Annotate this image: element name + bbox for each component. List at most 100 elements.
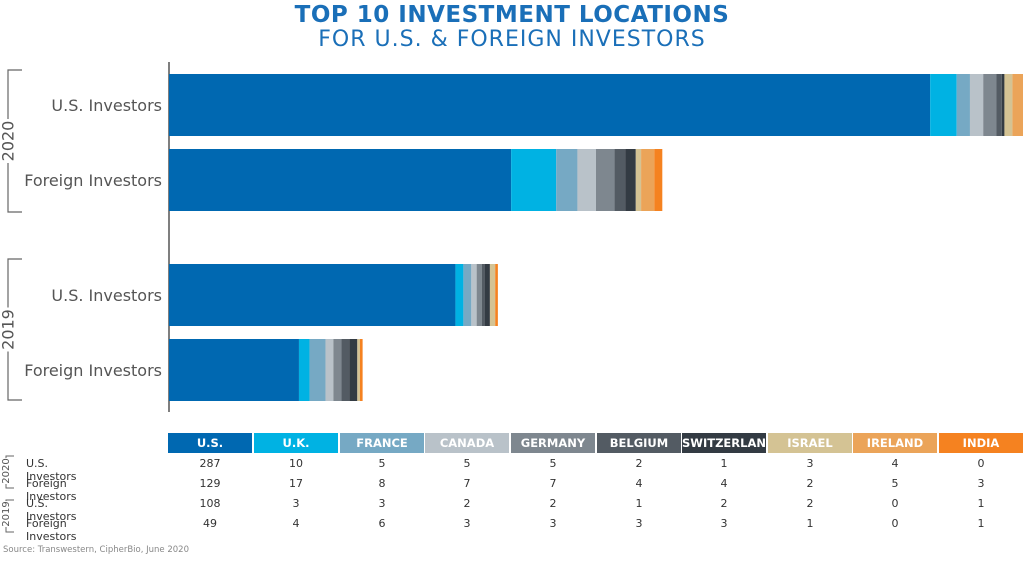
table-year-label: 2020 [1, 458, 13, 484]
bar-segment-u-s--row-1 [169, 74, 931, 136]
bar-segment-france-row-1 [956, 74, 970, 136]
bar-segment-israel-row-3 [489, 264, 496, 326]
bar-segment-israel-row-4 [357, 339, 360, 401]
table-cell: 0 [977, 457, 985, 470]
bar-segment-switzerland-row-3 [484, 264, 490, 326]
table-header-india: INDIA [939, 433, 1023, 453]
bar-segment-u-s--row-2 [169, 149, 512, 211]
bar-segment-ireland-row-2 [641, 149, 655, 211]
bar-segment-u-k--row-2 [511, 149, 557, 211]
table-cell: 0 [891, 517, 899, 530]
table-cell: 1 [720, 457, 728, 470]
bar-segment-israel-row-1 [1004, 74, 1013, 136]
bar-segment-france-row-3 [463, 264, 472, 326]
table-header-germany: GERMANY [511, 433, 595, 453]
bar-segment-switzerland-row-2 [625, 149, 636, 211]
table-cell: 1 [977, 497, 985, 510]
table-cell: 5 [463, 457, 471, 470]
row-label: U.S. Investors [51, 96, 162, 115]
table-header-israel: ISRAEL [768, 433, 852, 453]
table-cell: 4 [292, 517, 300, 530]
bar-segment-belgium-row-3 [481, 264, 485, 326]
table-cell: 49 [203, 517, 217, 530]
bar-segment-belgium-row-1 [996, 74, 1002, 136]
table-cell: 4 [891, 457, 899, 470]
table-cell: 2 [806, 477, 814, 490]
bar-segment-canada-row-4 [325, 339, 334, 401]
table-cell: 3 [378, 497, 386, 510]
bar-segment-u-k--row-1 [930, 74, 957, 136]
table-cell: 3 [806, 457, 814, 470]
table-cell: 2 [806, 497, 814, 510]
bar-segment-u-s--row-4 [169, 339, 299, 401]
table-header-canada: CANADA [425, 433, 509, 453]
table-cell: 3 [463, 517, 471, 530]
bar-segment-canada-row-2 [577, 149, 596, 211]
table-cell: 3 [549, 517, 557, 530]
bar-segment-india-row-2 [654, 149, 663, 211]
table-cell: 1 [806, 517, 814, 530]
table-row-label: Foreign Investors [26, 477, 77, 503]
table-cell: 6 [378, 517, 386, 530]
table-year-label: 2019 [1, 501, 13, 527]
bar-segment-india-row-4 [359, 339, 363, 401]
stacked-bar-chart: U.S. Investors Foreign Investors U.S. Inve… [0, 62, 1023, 412]
table-header-ireland: IRELAND [853, 433, 937, 453]
table-row-label: U.S. Investors [26, 457, 77, 483]
table-cell: 5 [378, 457, 386, 470]
table-cell: 7 [463, 477, 471, 490]
table-cell: 17 [289, 477, 303, 490]
bar-segment-canada-row-3 [471, 264, 477, 326]
bar-segment-israel-row-2 [635, 149, 642, 211]
table-row-label: U.S. Investors [26, 497, 77, 523]
table-cell: 129 [199, 477, 221, 490]
table-cell: 2 [720, 497, 728, 510]
bar-segment-ireland-row-1 [1012, 74, 1023, 136]
bar-segment-switzerland-row-1 [1001, 74, 1005, 136]
table-cell: 5 [891, 477, 899, 490]
bar-segment-u-k--row-4 [298, 339, 310, 401]
table-cell: 2 [463, 497, 471, 510]
source-note: Source: Transwestern, CipherBio, June 20… [3, 545, 189, 555]
table-cell: 4 [635, 477, 643, 490]
table-cell: 4 [720, 477, 728, 490]
table-cell: 1 [635, 497, 643, 510]
table-header-france: FRANCE [340, 433, 424, 453]
table-cell: 3 [635, 517, 643, 530]
table-cell: 2 [549, 497, 557, 510]
bar-segment-belgium-row-2 [614, 149, 626, 211]
table-cell: 8 [378, 477, 386, 490]
bar-segment-france-row-2 [556, 149, 578, 211]
bar-segment-germany-row-4 [333, 339, 342, 401]
bar-segment-germany-row-2 [596, 149, 615, 211]
year-label: 2019 [0, 309, 18, 350]
table-cell: 3 [977, 477, 985, 490]
table-cell: 3 [292, 497, 300, 510]
row-label: U.S. Investors [51, 286, 162, 305]
bar-segment-germany-row-1 [983, 74, 997, 136]
chart-title: TOP 10 INVESTMENT LOCATIONS [294, 2, 730, 28]
table-header-u-s-: U.S. [168, 433, 252, 453]
table-cell: 7 [549, 477, 557, 490]
bar-segment-canada-row-1 [969, 74, 984, 136]
table-cell: 3 [720, 517, 728, 530]
bar-segment-u-s--row-3 [169, 264, 456, 326]
table-cell: 0 [891, 497, 899, 510]
bar-segment-india-row-3 [495, 264, 498, 326]
bar-segment-france-row-4 [309, 339, 326, 401]
table-header-belgium: BELGIUM [597, 433, 681, 453]
row-label: Foreign Investors [24, 361, 162, 380]
table-cell: 1 [977, 517, 985, 530]
table-cell: 287 [199, 457, 221, 470]
table-cell: 5 [549, 457, 557, 470]
row-label: Foreign Investors [24, 171, 162, 190]
table-cell: 2 [635, 457, 643, 470]
table-cell: 10 [289, 457, 303, 470]
bar-segment-belgium-row-4 [341, 339, 350, 401]
table-header-u-k-: U.K. [254, 433, 338, 453]
table-cell: 108 [199, 497, 221, 510]
bar-segment-germany-row-3 [476, 264, 482, 326]
bar-segment-u-k--row-3 [455, 264, 464, 326]
year-label: 2020 [0, 121, 18, 162]
table-row-label: Foreign Investors [26, 517, 77, 543]
